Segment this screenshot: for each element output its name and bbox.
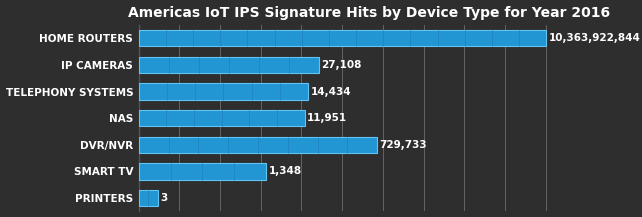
Text: 3: 3 bbox=[160, 193, 168, 203]
Text: 14,434: 14,434 bbox=[310, 87, 351, 97]
Bar bbox=[139, 110, 304, 127]
Text: 729,733: 729,733 bbox=[379, 140, 428, 150]
Text: 10,363,922,844: 10,363,922,844 bbox=[549, 33, 641, 43]
Bar bbox=[139, 136, 377, 153]
Bar bbox=[139, 57, 319, 73]
Text: 11,951: 11,951 bbox=[307, 113, 347, 123]
Bar bbox=[139, 30, 546, 46]
Bar bbox=[139, 83, 308, 100]
Bar bbox=[139, 163, 266, 180]
Text: 1,348: 1,348 bbox=[268, 166, 302, 176]
Title: Americas IoT IPS Signature Hits by Device Type for Year 2016: Americas IoT IPS Signature Hits by Devic… bbox=[128, 6, 610, 20]
Bar bbox=[139, 190, 158, 206]
Text: 27,108: 27,108 bbox=[322, 60, 362, 70]
